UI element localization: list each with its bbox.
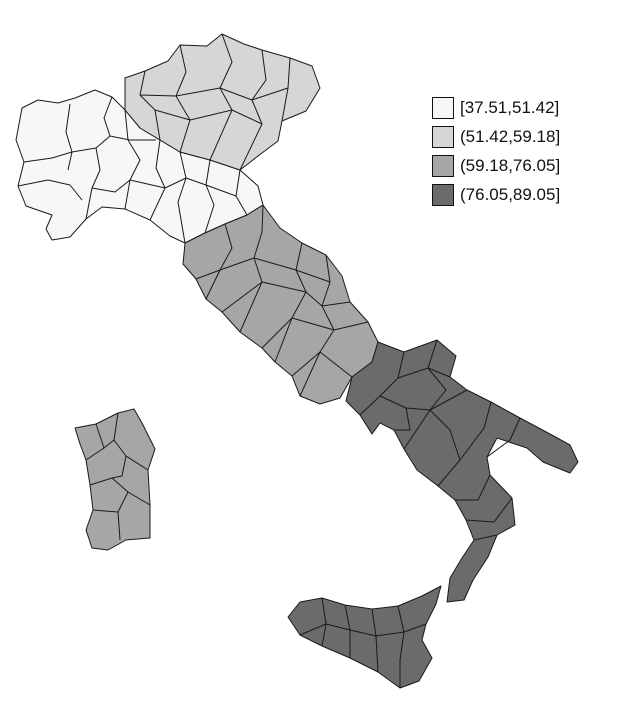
legend-label-1: [37.51,51.42]: [460, 97, 560, 117]
legend-swatch-4: [432, 183, 454, 206]
legend-label-4: (76.05,89.05]: [460, 184, 561, 204]
legend-swatch-1: [432, 96, 454, 119]
legend-swatch-3: [432, 154, 454, 177]
legend-row-2: (51.42,59.18]: [432, 122, 612, 151]
province-region-sicily: [287, 585, 442, 689]
province-boundaries: [17, 33, 521, 688]
province-region-south: [345, 339, 579, 603]
province-region-north-east: [124, 33, 321, 171]
province-region-sardinia: [74, 408, 156, 551]
legend-row-1: [37.51,51.42]: [432, 93, 612, 122]
legend-swatch-2: [432, 125, 454, 148]
legend-row-3: (59.18,76.05]: [432, 151, 612, 180]
legend-label-2: (51.42,59.18]: [460, 126, 561, 146]
legend-label-3: (59.18,76.05]: [460, 155, 561, 175]
legend-row-4: (76.05,89.05]: [432, 180, 612, 209]
map-legend: [37.51,51.42] (51.42,59.18] (59.18,76.05…: [432, 93, 612, 209]
